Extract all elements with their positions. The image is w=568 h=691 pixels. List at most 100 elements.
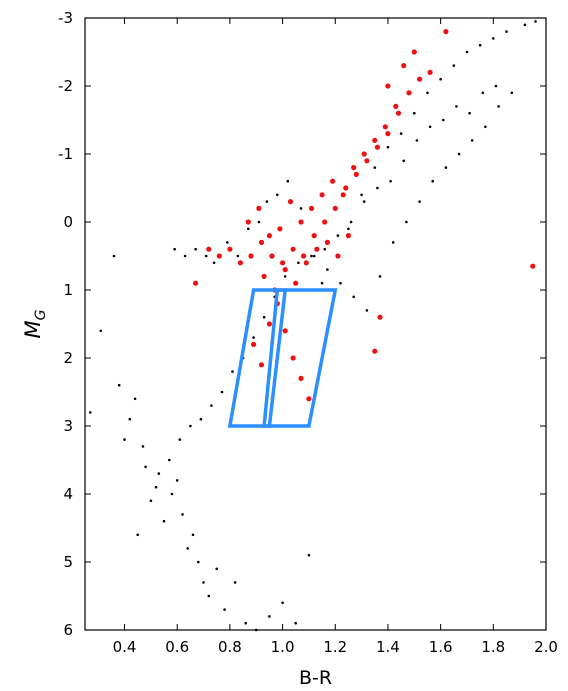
black-star-point bbox=[399, 132, 403, 135]
black-star-point bbox=[154, 485, 158, 489]
selection-boxes bbox=[227, 288, 338, 428]
red-star-point bbox=[351, 165, 357, 171]
red-star-point bbox=[261, 273, 267, 279]
black-star-point bbox=[144, 465, 147, 469]
red-star-point bbox=[258, 362, 265, 368]
tick-labels: 0.4 0.6 0.8 1.0 1.2 1.4 1.6 1.8 2.0 -3 -2 -1 0 1 2 3 4 5 6 bbox=[58, 9, 558, 656]
black-star-point bbox=[186, 547, 189, 550]
black-star-point bbox=[468, 111, 471, 115]
red-star-point bbox=[266, 233, 272, 239]
black-star-point bbox=[428, 125, 432, 129]
black-star-point bbox=[175, 479, 179, 482]
red-star-point bbox=[256, 205, 262, 211]
red-star-point bbox=[308, 205, 315, 211]
black-star-point bbox=[157, 472, 161, 475]
black-star-point bbox=[244, 621, 247, 625]
red-star-point bbox=[385, 83, 391, 89]
black-star-point bbox=[391, 241, 395, 244]
black-star-point bbox=[141, 445, 145, 448]
red-star-point bbox=[282, 267, 288, 273]
red-star-point bbox=[258, 239, 265, 245]
red-star-point bbox=[417, 76, 423, 82]
black-star-point bbox=[262, 315, 266, 319]
black-star-point bbox=[444, 166, 448, 169]
black-star-point bbox=[310, 254, 313, 258]
black-star-point bbox=[199, 417, 203, 421]
red-star-point bbox=[290, 355, 296, 361]
black-star-point bbox=[257, 220, 261, 224]
red-star-point bbox=[193, 280, 199, 286]
black-star-point bbox=[307, 553, 311, 557]
y-tick-label: 3 bbox=[63, 417, 73, 435]
black-star-point bbox=[197, 560, 200, 564]
black-star-point bbox=[484, 125, 487, 129]
black-star-point bbox=[457, 152, 461, 156]
black-star-point bbox=[360, 193, 363, 197]
red-star-point bbox=[266, 321, 272, 327]
red-star-point bbox=[298, 219, 304, 225]
y-tick-label: 6 bbox=[63, 621, 73, 639]
black-star-point bbox=[136, 533, 139, 537]
black-star-point bbox=[170, 492, 174, 496]
black-star-point bbox=[178, 438, 182, 441]
red-star-point bbox=[377, 314, 383, 320]
red-star-point bbox=[280, 260, 286, 266]
x-tick-label: 1.4 bbox=[376, 638, 400, 656]
y-axis-title-subscript: G bbox=[33, 309, 49, 320]
x-tick-label: 1.6 bbox=[429, 638, 453, 656]
red-star-point bbox=[345, 233, 351, 239]
black-star-point bbox=[373, 166, 377, 169]
black-star-point bbox=[534, 20, 537, 23]
black-star-point bbox=[207, 594, 211, 598]
red-star-point bbox=[306, 396, 312, 402]
black-star-point bbox=[123, 438, 126, 441]
black-star-point bbox=[283, 275, 287, 278]
x-axis-title: B-R bbox=[299, 667, 332, 689]
red-star-point bbox=[364, 158, 370, 164]
black-star-point bbox=[202, 581, 205, 584]
black-star-point bbox=[223, 608, 226, 611]
x-tick-label: 0.4 bbox=[113, 638, 137, 656]
black-star-point bbox=[204, 254, 208, 258]
black-star-point bbox=[247, 227, 250, 231]
red-star-point bbox=[353, 171, 359, 177]
x-tick-label: 1.0 bbox=[271, 638, 295, 656]
black-star-point bbox=[426, 91, 429, 95]
black-star-point bbox=[497, 105, 500, 108]
black-star-point bbox=[378, 275, 382, 278]
black-star-point bbox=[478, 43, 482, 47]
black-star-point bbox=[365, 309, 369, 312]
black-star-point bbox=[418, 200, 421, 203]
black-star-point bbox=[117, 383, 121, 387]
black-star-point bbox=[194, 247, 197, 251]
red-star-point bbox=[411, 49, 417, 55]
black-star-point bbox=[286, 179, 290, 183]
red-star-point bbox=[340, 192, 346, 198]
black-star-point bbox=[162, 519, 166, 523]
black-star-point bbox=[265, 200, 269, 203]
red-star-point bbox=[290, 246, 296, 252]
black-star-point bbox=[133, 397, 137, 401]
black-star-point bbox=[481, 91, 485, 95]
y-tick-label: -1 bbox=[58, 145, 73, 163]
black-star-point bbox=[402, 159, 406, 163]
black-star-point bbox=[492, 37, 495, 40]
red-star-point bbox=[269, 253, 275, 259]
black-star-point bbox=[323, 247, 327, 251]
red-star-point bbox=[330, 178, 336, 184]
black-star-point bbox=[297, 261, 300, 265]
red-star-point bbox=[248, 253, 254, 259]
y-axis-title: MG bbox=[21, 309, 49, 338]
red-star-point bbox=[251, 341, 257, 347]
black-star-point bbox=[452, 64, 456, 67]
red-star-point bbox=[322, 219, 328, 225]
black-star-point bbox=[215, 567, 218, 571]
red-star-point bbox=[530, 263, 536, 269]
black-star-point bbox=[276, 193, 279, 197]
red-star-point bbox=[245, 219, 251, 225]
black-star-point bbox=[231, 370, 234, 373]
black-star-point bbox=[349, 220, 353, 224]
red-star-point bbox=[395, 110, 402, 116]
y-tick-label: 0 bbox=[63, 213, 73, 231]
red-star-point bbox=[406, 90, 412, 96]
